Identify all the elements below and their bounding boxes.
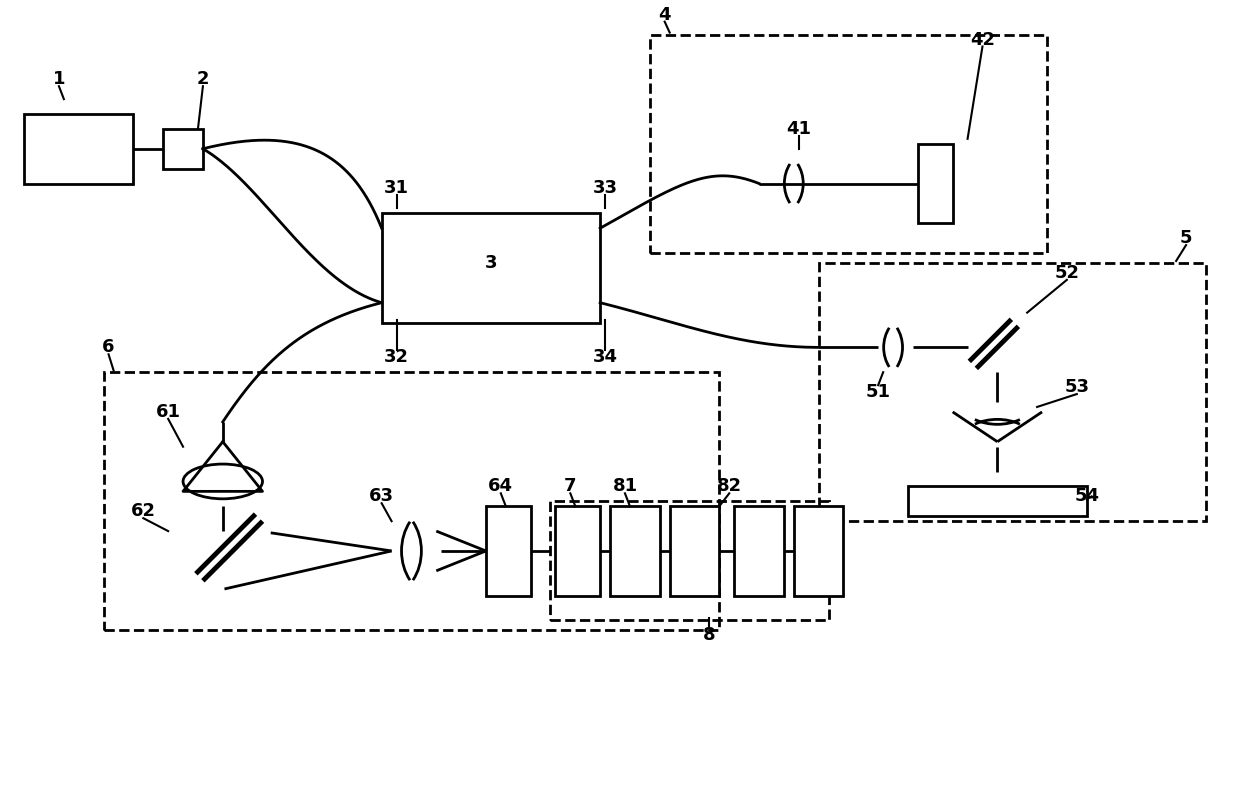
Text: 42: 42: [970, 30, 994, 49]
Text: 32: 32: [384, 348, 409, 367]
FancyBboxPatch shape: [486, 506, 531, 596]
Text: 33: 33: [593, 180, 618, 197]
Text: 64: 64: [489, 477, 513, 496]
Text: 7: 7: [564, 477, 577, 496]
Text: 53: 53: [1064, 378, 1089, 396]
Text: 34: 34: [593, 348, 618, 367]
Text: 6: 6: [103, 338, 115, 356]
FancyBboxPatch shape: [918, 144, 952, 223]
Text: 52: 52: [1054, 264, 1079, 282]
FancyBboxPatch shape: [908, 486, 1086, 516]
FancyBboxPatch shape: [794, 506, 843, 596]
Text: 8: 8: [703, 626, 715, 644]
Text: 2: 2: [197, 71, 210, 88]
Text: 5: 5: [1179, 229, 1193, 247]
FancyBboxPatch shape: [164, 129, 203, 168]
Text: 4: 4: [658, 6, 671, 24]
FancyBboxPatch shape: [610, 506, 660, 596]
Text: 61: 61: [156, 403, 181, 421]
Text: 41: 41: [786, 119, 811, 138]
Text: 81: 81: [613, 477, 637, 496]
Text: 3: 3: [485, 254, 497, 272]
FancyBboxPatch shape: [670, 506, 719, 596]
Text: 63: 63: [370, 488, 394, 505]
Text: 54: 54: [1074, 488, 1099, 505]
FancyBboxPatch shape: [734, 506, 784, 596]
Text: 82: 82: [717, 477, 742, 496]
Ellipse shape: [184, 464, 263, 499]
FancyBboxPatch shape: [382, 213, 600, 322]
Text: 62: 62: [131, 502, 156, 520]
Text: 1: 1: [52, 71, 66, 88]
Text: 31: 31: [384, 180, 409, 197]
FancyBboxPatch shape: [556, 506, 600, 596]
Text: 51: 51: [866, 383, 890, 401]
FancyBboxPatch shape: [24, 114, 134, 184]
